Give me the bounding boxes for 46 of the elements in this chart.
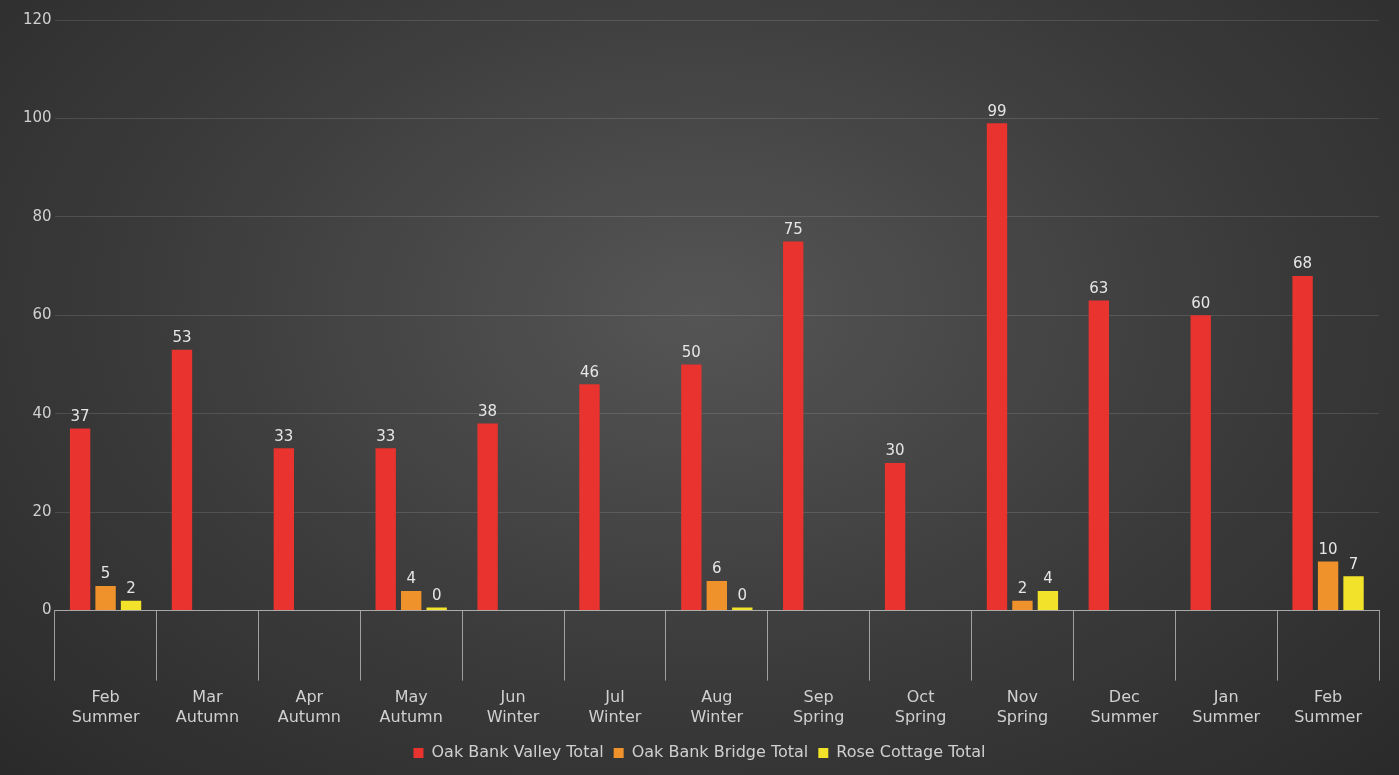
data-label: 33	[274, 426, 294, 445]
x-tick-label: Aug Winter	[690, 687, 744, 726]
data-label: 4	[1043, 569, 1053, 588]
x-tick-label: Apr Autumn	[277, 687, 341, 726]
x-tick-label: Dec Summer	[1090, 687, 1159, 726]
data-label: 60	[1191, 293, 1211, 312]
data-label: 53	[172, 328, 192, 347]
data-label: 37	[70, 406, 90, 425]
data-label: 46	[579, 362, 600, 381]
x-tick-label: Feb Summer	[1294, 687, 1363, 726]
data-label: 50	[681, 342, 701, 361]
y-tick-label: 20	[32, 502, 52, 521]
data-label: 63	[1089, 278, 1109, 297]
data-label: 30	[885, 441, 905, 460]
data-label: 33	[376, 426, 396, 445]
data-label: 2	[126, 579, 136, 598]
data-label: 5	[100, 564, 111, 583]
x-tick-label: Oct Spring	[894, 687, 947, 726]
y-tick-label: 40	[32, 403, 52, 422]
x-tick-label: Jun Winter	[486, 687, 540, 726]
y-tick-label: 100	[22, 108, 52, 127]
x-tick-label: Nov Spring	[996, 687, 1049, 726]
x-tick-label: Feb Summer	[71, 687, 140, 726]
y-tick-label: 120	[22, 9, 52, 28]
data-label: 0	[431, 585, 442, 604]
x-tick-label: Sep Spring	[792, 687, 845, 726]
data-label: 2	[1017, 579, 1028, 598]
legend-label: Rose Cottage Total	[836, 742, 986, 762]
data-label: 10	[1318, 539, 1338, 558]
data-label: 38	[478, 401, 498, 420]
data-label: 68	[1293, 254, 1313, 273]
data-label: 0	[737, 585, 748, 604]
data-label: 6	[712, 559, 722, 578]
x-tick-label: Mar Autumn	[175, 687, 240, 726]
data-label: 4	[406, 569, 416, 588]
data-label: 7	[1348, 554, 1359, 573]
x-tick-label: May Autumn	[379, 687, 443, 726]
data-label: 99	[987, 101, 1007, 120]
legend-label: Oak Bank Bridge Total	[631, 742, 809, 762]
y-tick-label: 60	[32, 305, 52, 324]
y-tick-label: 80	[32, 206, 52, 225]
x-tick-label: Jan Summer	[1192, 687, 1261, 726]
y-tick-label: 0	[42, 600, 52, 619]
data-label: 75	[783, 219, 803, 238]
x-tick-label: Jul Winter	[588, 687, 642, 726]
legend-label: Oak Bank Valley Total	[431, 742, 604, 762]
